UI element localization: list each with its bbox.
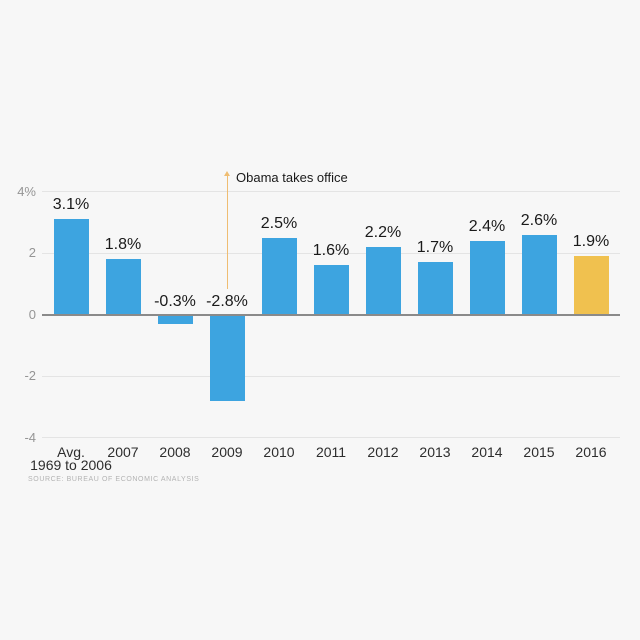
bar-value-label: 2.4% [468, 217, 506, 235]
x-axis-label-line: 2009 [211, 444, 243, 460]
x-axis-label-line: Avg. [57, 444, 85, 460]
bar-value-label: 1.7% [416, 239, 454, 257]
gridline [42, 191, 620, 192]
annotation-label: Obama takes office [236, 170, 348, 185]
x-axis-label-line: 2016 [575, 444, 607, 460]
bar-value-label: 2.2% [364, 223, 402, 241]
x-axis-label: 2007 [73, 444, 173, 460]
x-axis-label: Avg. 1969 to 2006 [21, 444, 121, 473]
x-axis-label-line: 2011 [315, 444, 347, 460]
bar-value-label: 2.5% [260, 214, 298, 232]
bar [105, 259, 141, 315]
bar [521, 234, 557, 315]
y-axis-tick: 2 [28, 245, 36, 260]
x-axis-label-line: 2015 [523, 444, 555, 460]
x-axis-label-line: 2014 [471, 444, 503, 460]
y-axis-tick: -2 [24, 368, 36, 383]
x-axis-label-line: 1969 to 2006 [30, 457, 112, 473]
bar-value-label: -0.3% [154, 293, 196, 310]
zero-line [42, 313, 620, 316]
bar [469, 240, 505, 315]
x-axis-label: 2008 [125, 444, 225, 460]
gridline [42, 252, 620, 254]
source-note: SOURCE: BUREAU OF ECONOMIC ANALYSIS [28, 476, 200, 483]
bar [365, 246, 401, 315]
bar [313, 265, 349, 315]
x-axis-label-line: 2012 [367, 444, 399, 460]
x-axis-label: 2011 [281, 444, 381, 460]
x-axis-label: 2012 [333, 444, 433, 460]
x-axis-label: 2014 [437, 444, 537, 460]
bar-value-label: 1.8% [104, 236, 142, 254]
y-axis-tick: -4 [24, 429, 36, 445]
x-axis-label: 2010 [229, 444, 329, 460]
x-axis-label: 2009 [177, 444, 277, 460]
bar [417, 262, 453, 315]
bar [209, 314, 245, 401]
gridline [42, 375, 620, 377]
bar-value-label: -2.8% [206, 293, 248, 310]
annotation-arrow-up-icon [223, 171, 230, 176]
gridline [42, 437, 620, 438]
x-axis-label: 2013 [385, 444, 485, 460]
bar-value-label: 1.9% [572, 233, 610, 251]
x-axis-label: 2015 [489, 444, 589, 460]
bar [53, 219, 89, 315]
x-axis-label-line: 2008 [159, 444, 191, 460]
bar [573, 256, 609, 315]
x-axis-label-line: 2007 [107, 444, 139, 460]
x-axis-label-line: 2010 [263, 444, 295, 460]
y-axis-tick: 4% [17, 183, 36, 199]
bar-value-label: 2.6% [520, 211, 558, 229]
bar [261, 237, 297, 315]
y-axis-tick: 0 [28, 306, 36, 322]
bar-value-label: 1.6% [312, 242, 350, 260]
x-axis-label: 2016 [541, 444, 640, 460]
bar-value-label: 3.1% [52, 196, 90, 214]
annotation-line [226, 176, 228, 289]
bar [157, 314, 193, 324]
x-axis-label-line: 2013 [419, 444, 451, 460]
